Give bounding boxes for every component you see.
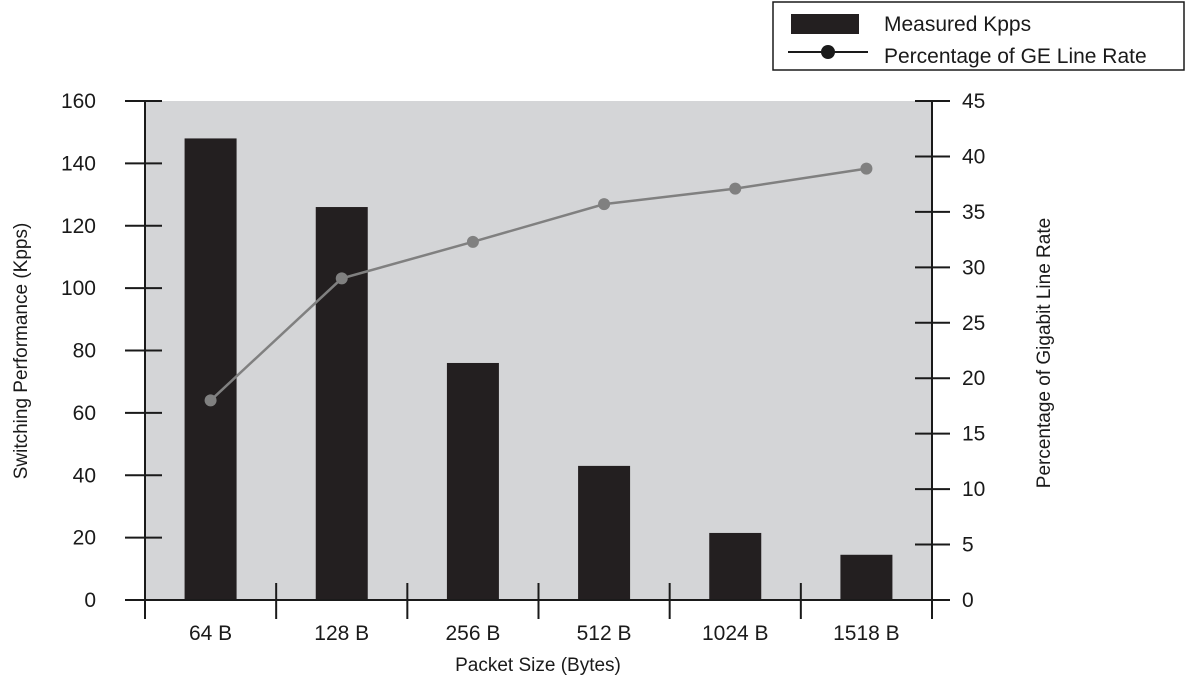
line-point-1024b bbox=[729, 182, 742, 195]
y2-tick-label: 0 bbox=[962, 589, 974, 612]
y-tick-label: 140 bbox=[61, 152, 96, 175]
x-tick-label: 512 B bbox=[577, 622, 632, 645]
y2-tick-label: 5 bbox=[962, 534, 974, 557]
y2-tick-label: 20 bbox=[962, 367, 985, 390]
line-point-64b bbox=[204, 394, 217, 407]
legend-label-bars: Measured Kpps bbox=[884, 13, 1031, 36]
y-tick-label: 20 bbox=[73, 527, 96, 550]
y2-tick-label: 30 bbox=[962, 256, 985, 279]
x-tick-label: 256 B bbox=[445, 622, 500, 645]
y2-axis-title: Percentage of Gigabit Line Rate bbox=[1034, 218, 1055, 488]
y-tick-label: 100 bbox=[61, 277, 96, 300]
x-tick-label: 1518 B bbox=[833, 622, 900, 645]
y2-tick-label: 25 bbox=[962, 312, 985, 335]
y-tick-label: 120 bbox=[61, 215, 96, 238]
y2-tick-label: 40 bbox=[962, 145, 985, 168]
legend: Measured Kpps Percentage of GE Line Rate bbox=[772, 1, 1185, 71]
y2-tick-label: 35 bbox=[962, 201, 985, 224]
line-series bbox=[204, 162, 873, 407]
line-point-256b bbox=[466, 235, 479, 248]
bar-1518b bbox=[840, 554, 893, 600]
x-axis-title: Packet Size (Bytes) bbox=[455, 655, 621, 676]
legend-bar-swatch bbox=[791, 14, 859, 34]
y2-tick-label: 15 bbox=[962, 423, 985, 446]
line-point-1518b bbox=[860, 162, 873, 175]
legend-line-marker bbox=[821, 45, 835, 59]
bar-512b bbox=[578, 465, 631, 600]
legend-label-line: Percentage of GE Line Rate bbox=[884, 45, 1147, 68]
y2-tick-label: 10 bbox=[962, 478, 985, 501]
line-point-512b bbox=[598, 198, 611, 211]
ticks: 0 20 40 60 80 100 120 140 160 0 5 10 15 20 25 30 35 40 45 6… bbox=[61, 90, 985, 645]
bar-1024b bbox=[709, 532, 762, 600]
x-tick-label: 64 B bbox=[189, 622, 232, 645]
y-tick-label: 80 bbox=[73, 340, 96, 363]
y-axis-title: Switching Performance (Kpps) bbox=[11, 223, 32, 480]
bar-64b bbox=[184, 138, 237, 601]
y2-tick-label: 45 bbox=[962, 90, 985, 113]
x-tick-label: 1024 B bbox=[702, 622, 769, 645]
y-tick-label: 60 bbox=[73, 402, 96, 425]
bar-128b bbox=[315, 207, 368, 600]
bars bbox=[184, 138, 893, 601]
legend-box bbox=[772, 1, 1185, 71]
bar-256b bbox=[446, 362, 499, 600]
y-tick-label: 160 bbox=[61, 90, 96, 113]
line-percentage-ge bbox=[209, 167, 867, 402]
y-tick-label: 40 bbox=[73, 464, 96, 487]
x-tick-label: 128 B bbox=[314, 622, 369, 645]
y-tick-label: 0 bbox=[84, 589, 96, 612]
plot-area bbox=[145, 101, 932, 600]
line-point-128b bbox=[335, 272, 348, 285]
